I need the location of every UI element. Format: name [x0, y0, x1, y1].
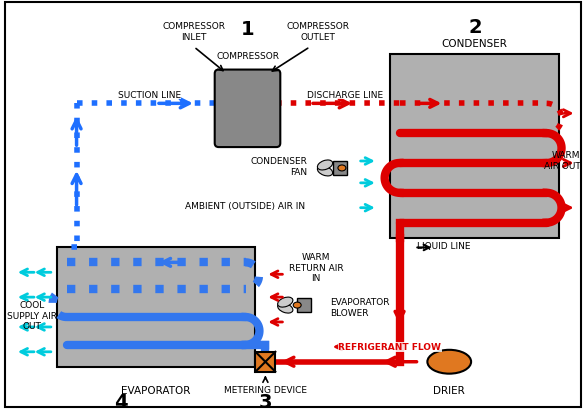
- Ellipse shape: [278, 303, 293, 313]
- Text: COMPRESSOR
INLET: COMPRESSOR INLET: [162, 22, 226, 41]
- Text: 4: 4: [114, 392, 128, 411]
- Ellipse shape: [293, 302, 301, 309]
- FancyBboxPatch shape: [214, 70, 280, 148]
- Bar: [255, 352, 275, 372]
- Text: AMBIENT (OUTSIDE) AIR IN: AMBIENT (OUTSIDE) AIR IN: [185, 202, 305, 211]
- Bar: [333, 161, 347, 176]
- Text: SUCTION LINE: SUCTION LINE: [118, 91, 180, 100]
- Text: CONDENSER: CONDENSER: [441, 39, 507, 49]
- Text: 2: 2: [468, 18, 482, 37]
- Text: METERING DEVICE: METERING DEVICE: [224, 385, 307, 394]
- Text: 1: 1: [241, 20, 254, 39]
- Text: WARM
AIR OUT: WARM AIR OUT: [544, 151, 580, 170]
- Text: COMPRESSOR: COMPRESSOR: [216, 52, 279, 61]
- Text: LIQUID LINE: LIQUID LINE: [417, 241, 471, 250]
- Text: 3: 3: [258, 392, 272, 411]
- Text: DRIER: DRIER: [434, 385, 465, 394]
- Text: EVAPORATOR
BLOWER: EVAPORATOR BLOWER: [330, 298, 390, 317]
- Text: EVAPORATOR: EVAPORATOR: [121, 385, 191, 394]
- Text: REFRIGERANT FLOW: REFRIGERANT FLOW: [338, 342, 441, 351]
- Bar: [390, 55, 558, 238]
- Bar: [57, 248, 255, 367]
- Ellipse shape: [318, 161, 333, 171]
- Ellipse shape: [318, 166, 333, 176]
- Text: COMPRESSOR
OUTLET: COMPRESSOR OUTLET: [287, 22, 350, 41]
- Text: DISCHARGE LINE: DISCHARGE LINE: [307, 91, 383, 100]
- Text: COOL
SUPPLY AIR
OUT: COOL SUPPLY AIR OUT: [7, 300, 57, 330]
- Bar: [297, 299, 311, 312]
- Ellipse shape: [427, 350, 471, 374]
- Ellipse shape: [278, 297, 293, 307]
- Text: CONDENSER
FAN: CONDENSER FAN: [250, 157, 307, 176]
- Text: WARM
RETURN AIR
IN: WARM RETURN AIR IN: [289, 253, 343, 282]
- Ellipse shape: [338, 166, 346, 171]
